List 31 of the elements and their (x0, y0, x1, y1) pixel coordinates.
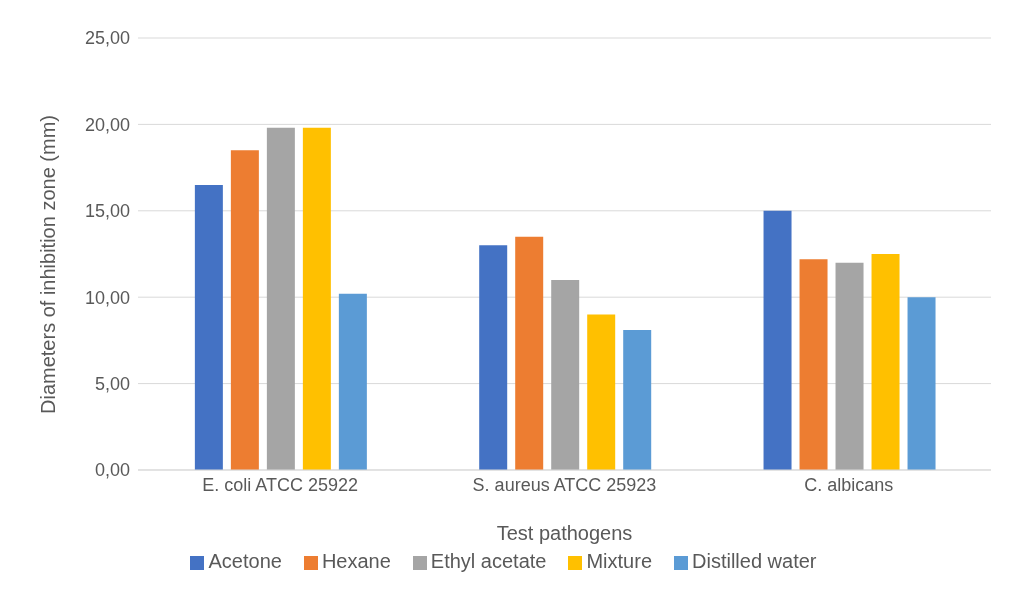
legend-label: Ethyl acetate (430, 550, 547, 572)
bar (871, 254, 900, 470)
bar (763, 210, 792, 470)
legend-label: Mixture (586, 550, 653, 572)
y-axis-title: Diameters of inhibition zone (mm) (37, 115, 60, 414)
bar (587, 314, 616, 470)
y-tick-label: 25,00 (84, 28, 130, 49)
bar (230, 150, 259, 470)
y-tick-label: 10,00 (84, 287, 130, 308)
bar (515, 236, 544, 470)
x-axis-title: Test pathogens (496, 522, 633, 544)
bar (623, 330, 652, 470)
bar (302, 127, 331, 470)
x-tick-label: S. aureus ATCC 25923 (472, 474, 657, 495)
x-tick-label: C. albicans (804, 474, 894, 495)
legend-label: Hexane (321, 550, 391, 572)
bar (266, 127, 295, 470)
bar (835, 262, 864, 470)
bar (907, 297, 936, 470)
y-tick-label: 20,00 (84, 114, 130, 135)
legend-label: Distilled water (692, 550, 817, 572)
bar (194, 184, 223, 470)
y-tick-label: 0,00 (94, 460, 130, 481)
x-tick-label: E. coli ATCC 25922 (202, 474, 359, 495)
bar (479, 245, 508, 470)
y-tick-label: 15,00 (84, 201, 130, 222)
y-tick-label: 5,00 (94, 373, 130, 394)
legend-label: Acetone (208, 550, 282, 572)
bar (799, 259, 828, 470)
bar (338, 293, 367, 470)
bar (551, 279, 580, 470)
